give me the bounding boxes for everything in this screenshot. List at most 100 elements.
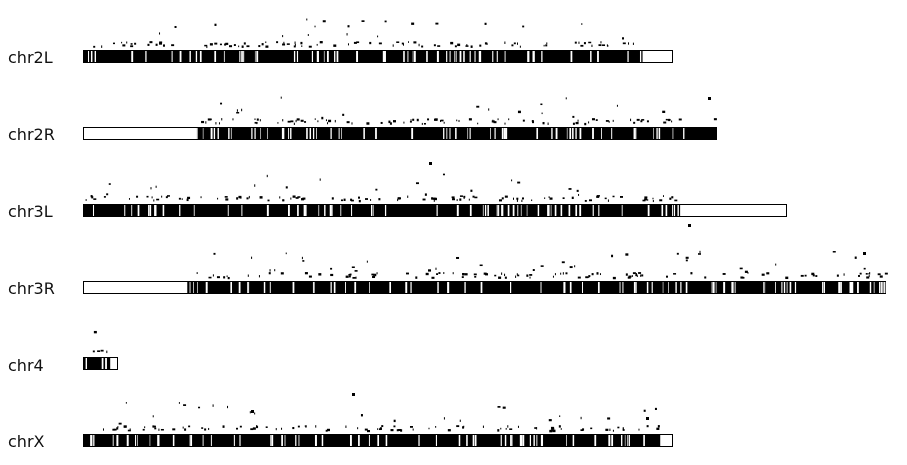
feature-point	[209, 43, 213, 46]
feature-point	[351, 266, 355, 269]
feature-point	[300, 119, 304, 122]
feature-gap	[466, 435, 468, 446]
feature-point	[699, 250, 701, 253]
feature-point	[100, 349, 104, 352]
feature-point	[161, 195, 163, 198]
feature-point	[279, 196, 281, 199]
feature-point	[297, 196, 301, 198]
feature-gap	[494, 128, 496, 139]
feature-gap	[157, 435, 160, 446]
feature-point	[574, 41, 577, 44]
feature-point	[358, 199, 361, 203]
feature-gap	[869, 282, 872, 293]
feature-point	[605, 120, 609, 122]
feature-point	[866, 276, 870, 279]
feature-point	[123, 425, 127, 428]
feature-point	[427, 118, 430, 121]
feature-point	[766, 272, 770, 275]
feature-point	[497, 429, 500, 432]
feature-gap	[292, 282, 295, 293]
feature-point	[265, 45, 269, 48]
feature-point	[635, 273, 637, 276]
feature-gap	[407, 51, 409, 62]
feature-gap	[566, 128, 568, 139]
feature-point	[484, 42, 487, 45]
feature-point	[863, 267, 866, 270]
feature-point	[456, 199, 458, 202]
feature-point	[186, 198, 189, 202]
feature-point	[656, 427, 660, 430]
feature-point	[868, 275, 870, 277]
feature-point	[282, 199, 285, 202]
feature-point	[330, 273, 334, 277]
feature-point	[130, 45, 134, 48]
feature-point	[366, 122, 370, 125]
feature-point	[468, 198, 470, 201]
feature-point	[572, 122, 575, 125]
feature-point	[458, 119, 460, 123]
feature-point	[713, 118, 717, 121]
feature-gap	[243, 51, 245, 62]
feature-gap	[189, 282, 191, 293]
feature-point	[421, 45, 424, 48]
feature-point	[504, 276, 507, 279]
feature-point	[327, 428, 331, 432]
feature-point	[144, 426, 146, 429]
feature-point	[668, 118, 671, 122]
feature-point	[531, 120, 534, 123]
feature-point	[364, 428, 368, 431]
feature-point	[411, 22, 415, 25]
feature-point	[435, 22, 439, 25]
feature-point	[775, 263, 777, 266]
feature-point	[208, 427, 210, 431]
feature-point	[879, 275, 883, 278]
feature-gap	[551, 128, 553, 139]
feature-point	[521, 199, 523, 202]
feature-gap	[197, 282, 198, 293]
feature-point	[254, 121, 258, 124]
feature-point	[504, 273, 506, 277]
feature-point	[388, 120, 391, 124]
feature-gap	[271, 435, 274, 446]
feature-gap	[500, 435, 502, 446]
feature-gap	[447, 282, 448, 293]
feature-gap	[522, 435, 525, 446]
feature-point	[349, 273, 352, 276]
feature-point	[261, 43, 264, 46]
feature-gap	[316, 51, 319, 62]
feature-point	[331, 197, 334, 200]
feature-gap	[656, 128, 658, 139]
feature-gap	[251, 128, 253, 139]
feature-gap	[783, 282, 786, 293]
feature-gap	[172, 435, 175, 446]
feature-point	[588, 275, 590, 279]
feature-point	[343, 198, 346, 201]
feature-point	[612, 429, 614, 432]
feature-point	[612, 195, 615, 198]
feature-point	[474, 196, 478, 199]
feature-point	[804, 274, 807, 277]
feature-point	[605, 428, 609, 431]
feature-gap	[345, 282, 346, 293]
feature-point	[308, 275, 312, 278]
feature-point	[580, 429, 584, 432]
feature-point	[435, 267, 437, 270]
feature-gap	[673, 205, 676, 216]
feature-point	[369, 41, 372, 45]
feature-gap	[446, 128, 448, 139]
feature-point	[347, 25, 350, 28]
feature-point	[236, 111, 240, 114]
feature-gap	[873, 282, 875, 293]
feature-gap	[501, 205, 502, 216]
feature-gap	[199, 51, 202, 62]
feature-gap	[850, 282, 853, 293]
feature-gap	[537, 205, 540, 216]
feature-point	[456, 425, 460, 428]
feature-point	[122, 44, 126, 47]
feature-point	[468, 118, 472, 121]
feature-gap	[134, 435, 136, 446]
feature-point	[254, 184, 256, 187]
feature-point	[413, 41, 417, 44]
feature-point	[108, 183, 111, 185]
